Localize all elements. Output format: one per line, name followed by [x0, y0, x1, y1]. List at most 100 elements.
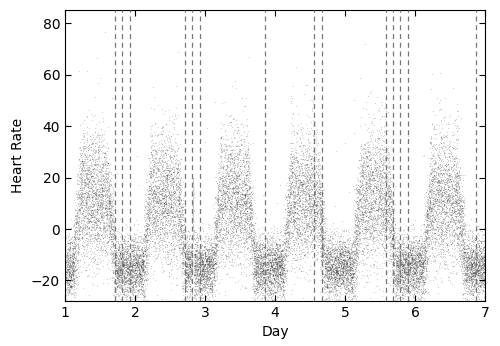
- Point: [214, 161, 222, 166]
- Point: [198, 259, 206, 265]
- Point: [404, 253, 412, 258]
- Point: [450, 209, 458, 215]
- Point: [404, 241, 412, 246]
- Point: [345, 250, 353, 256]
- Point: [232, 226, 240, 231]
- Point: [158, 153, 166, 158]
- Point: [152, 165, 160, 171]
- Point: [347, 284, 355, 290]
- Point: [138, 265, 146, 271]
- Point: [426, 242, 434, 247]
- Point: [422, 217, 430, 223]
- Point: [386, 211, 394, 216]
- Point: [91, 180, 99, 185]
- Point: [412, 246, 420, 251]
- Point: [78, 223, 86, 228]
- Point: [272, 275, 280, 281]
- Point: [306, 180, 314, 185]
- Point: [298, 219, 306, 225]
- Point: [477, 273, 485, 279]
- Point: [394, 281, 402, 287]
- Point: [416, 245, 424, 250]
- Point: [389, 212, 397, 217]
- Point: [190, 235, 198, 240]
- Point: [234, 173, 241, 179]
- Point: [376, 168, 384, 173]
- Point: [383, 155, 391, 161]
- Point: [286, 185, 294, 191]
- Point: [353, 189, 361, 194]
- Point: [476, 272, 484, 277]
- Point: [124, 289, 132, 295]
- Point: [327, 275, 335, 280]
- Point: [396, 257, 404, 263]
- Point: [307, 208, 315, 213]
- Point: [450, 200, 458, 206]
- Point: [382, 186, 390, 191]
- Point: [240, 155, 248, 161]
- Point: [317, 207, 325, 213]
- Point: [120, 281, 128, 286]
- Point: [379, 173, 387, 179]
- Point: [178, 204, 186, 210]
- Point: [362, 210, 370, 215]
- Point: [367, 202, 375, 208]
- Point: [330, 256, 338, 261]
- Point: [396, 270, 404, 276]
- Point: [168, 210, 176, 216]
- Point: [354, 200, 362, 206]
- Point: [430, 195, 438, 201]
- Point: [253, 265, 261, 271]
- Point: [140, 233, 148, 238]
- Point: [186, 281, 194, 286]
- Point: [408, 253, 416, 258]
- Point: [326, 263, 334, 268]
- Point: [362, 175, 370, 180]
- Point: [268, 264, 276, 270]
- Point: [398, 298, 406, 304]
- Point: [264, 291, 272, 297]
- Point: [274, 241, 281, 247]
- Point: [354, 205, 362, 211]
- Point: [246, 202, 254, 207]
- Point: [438, 205, 446, 210]
- Point: [92, 188, 100, 194]
- Point: [124, 256, 132, 261]
- Point: [171, 234, 179, 239]
- Point: [300, 239, 308, 244]
- Point: [216, 219, 224, 225]
- Point: [216, 194, 224, 200]
- Point: [81, 152, 89, 158]
- Point: [411, 243, 419, 248]
- Point: [226, 226, 234, 231]
- Point: [256, 242, 264, 247]
- Point: [84, 180, 92, 185]
- Point: [251, 298, 259, 304]
- Point: [480, 274, 488, 280]
- Point: [372, 150, 380, 156]
- Point: [416, 292, 424, 298]
- Point: [324, 243, 332, 248]
- Point: [274, 267, 282, 272]
- Point: [301, 235, 309, 240]
- Point: [224, 171, 232, 176]
- Point: [425, 179, 433, 184]
- Point: [412, 293, 420, 299]
- Point: [75, 225, 83, 230]
- Point: [295, 184, 303, 190]
- Point: [139, 268, 147, 273]
- Point: [167, 248, 175, 254]
- Point: [65, 268, 73, 274]
- Point: [328, 273, 336, 279]
- Point: [94, 156, 102, 161]
- Point: [62, 273, 70, 279]
- Point: [430, 199, 438, 204]
- Point: [156, 214, 164, 219]
- Point: [264, 251, 272, 256]
- Point: [440, 209, 448, 215]
- Point: [448, 232, 456, 237]
- Point: [156, 140, 164, 146]
- Point: [384, 202, 392, 208]
- Point: [404, 255, 411, 261]
- Point: [86, 133, 94, 139]
